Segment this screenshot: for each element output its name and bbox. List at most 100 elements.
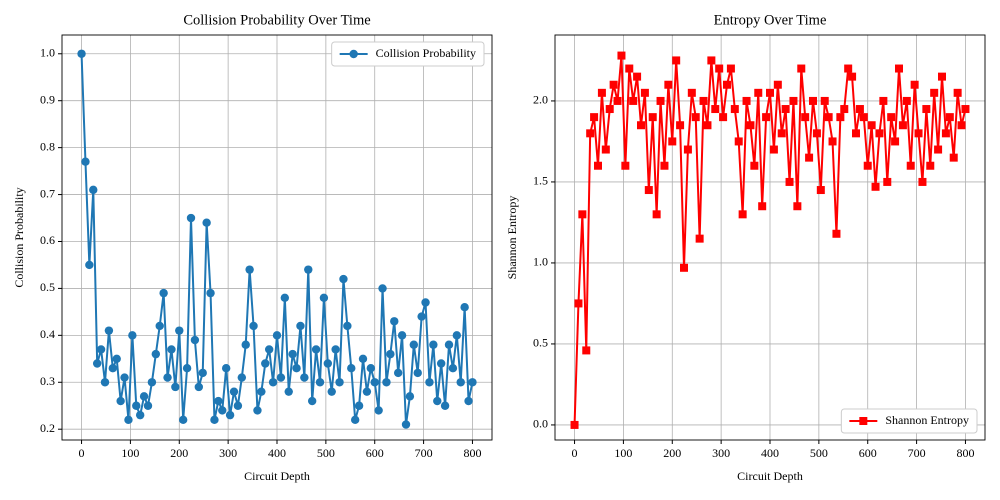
marker: [809, 96, 817, 105]
plot-frame: [554, 34, 986, 441]
marker: [409, 340, 419, 349]
marker: [680, 263, 688, 272]
marker: [812, 129, 821, 138]
marker: [370, 378, 379, 387]
marker: [300, 373, 309, 382]
marker: [194, 382, 204, 392]
legend-label: Shannon Entropy: [885, 413, 969, 427]
marker: [85, 260, 94, 270]
marker: [331, 345, 340, 354]
marker: [957, 121, 966, 130]
marker: [633, 72, 642, 81]
marker: [304, 265, 313, 274]
x-tick-label: 700: [415, 446, 433, 460]
marker: [249, 321, 258, 331]
marker: [335, 378, 344, 387]
marker: [629, 96, 638, 105]
marker: [405, 392, 415, 401]
marker: [734, 137, 743, 146]
x-tick-label: 0: [572, 446, 578, 460]
marker: [594, 161, 602, 170]
marker: [617, 51, 626, 60]
marker: [186, 213, 196, 223]
marker: [797, 64, 806, 73]
marker: [605, 105, 614, 114]
legend: Collision Probability: [331, 41, 485, 67]
marker: [272, 331, 282, 340]
marker: [805, 153, 814, 162]
marker: [366, 363, 376, 373]
marker: [879, 96, 888, 105]
marker: [311, 345, 321, 354]
y-tick-label: 0.9: [40, 92, 55, 106]
x-tick-label: 0: [79, 446, 85, 460]
marker: [104, 326, 114, 335]
marker: [625, 64, 634, 73]
marker: [789, 96, 798, 105]
marker: [871, 182, 880, 191]
x-tick-label: 400: [268, 446, 286, 460]
y-tick-label: 0.5: [533, 336, 548, 350]
marker: [413, 368, 422, 378]
marker: [891, 137, 900, 146]
marker: [801, 113, 810, 122]
legend-marker: [859, 417, 868, 425]
marker: [221, 363, 231, 373]
marker: [417, 312, 426, 321]
x-tick-label: 200: [170, 446, 188, 460]
y-tick-label: 1.0: [40, 46, 55, 60]
marker: [436, 359, 446, 368]
legend: Shannon Entropy: [840, 408, 978, 434]
marker: [89, 185, 98, 195]
marker: [202, 218, 211, 227]
marker: [292, 363, 301, 373]
y-tick-label: 0.8: [40, 139, 55, 153]
marker: [934, 145, 943, 154]
y-tick-label: 2.0: [533, 93, 548, 107]
marker: [139, 392, 149, 401]
marker: [175, 326, 184, 335]
marker: [930, 88, 939, 97]
marker: [840, 105, 849, 114]
marker: [456, 378, 465, 387]
marker: [214, 396, 223, 406]
marker: [143, 401, 153, 410]
marker: [582, 346, 591, 355]
y-tick-label: 0.3: [40, 374, 55, 388]
x-tick-label: 200: [663, 446, 681, 460]
x-tick-label: 300: [219, 446, 237, 460]
y-tick-label: 0.5: [40, 280, 55, 294]
marker: [590, 113, 599, 122]
marker: [953, 88, 962, 97]
marker: [100, 378, 110, 387]
marker: [218, 406, 227, 415]
marker: [464, 396, 473, 406]
marker: [672, 56, 681, 65]
marker: [726, 64, 735, 73]
x-axis-label: Circuit Depth: [244, 469, 310, 483]
series: [570, 51, 970, 429]
marker: [444, 340, 454, 349]
marker: [777, 129, 786, 138]
marker: [852, 129, 860, 138]
marker: [644, 186, 653, 195]
marker: [229, 387, 239, 396]
series: [77, 49, 477, 429]
marker: [327, 387, 336, 396]
marker: [664, 80, 673, 89]
chart-title: Collision Probability Over Time: [183, 12, 370, 28]
marker: [77, 49, 86, 58]
marker: [597, 88, 606, 97]
marker: [754, 88, 763, 97]
marker: [288, 349, 297, 359]
marker: [742, 96, 751, 105]
marker: [132, 401, 141, 410]
x-tick-label: 100: [614, 446, 632, 460]
marker: [785, 177, 794, 186]
x-tick-label: 600: [366, 446, 384, 460]
y-tick-label: 0.0: [533, 417, 548, 431]
marker: [656, 96, 665, 105]
marker: [241, 340, 250, 349]
